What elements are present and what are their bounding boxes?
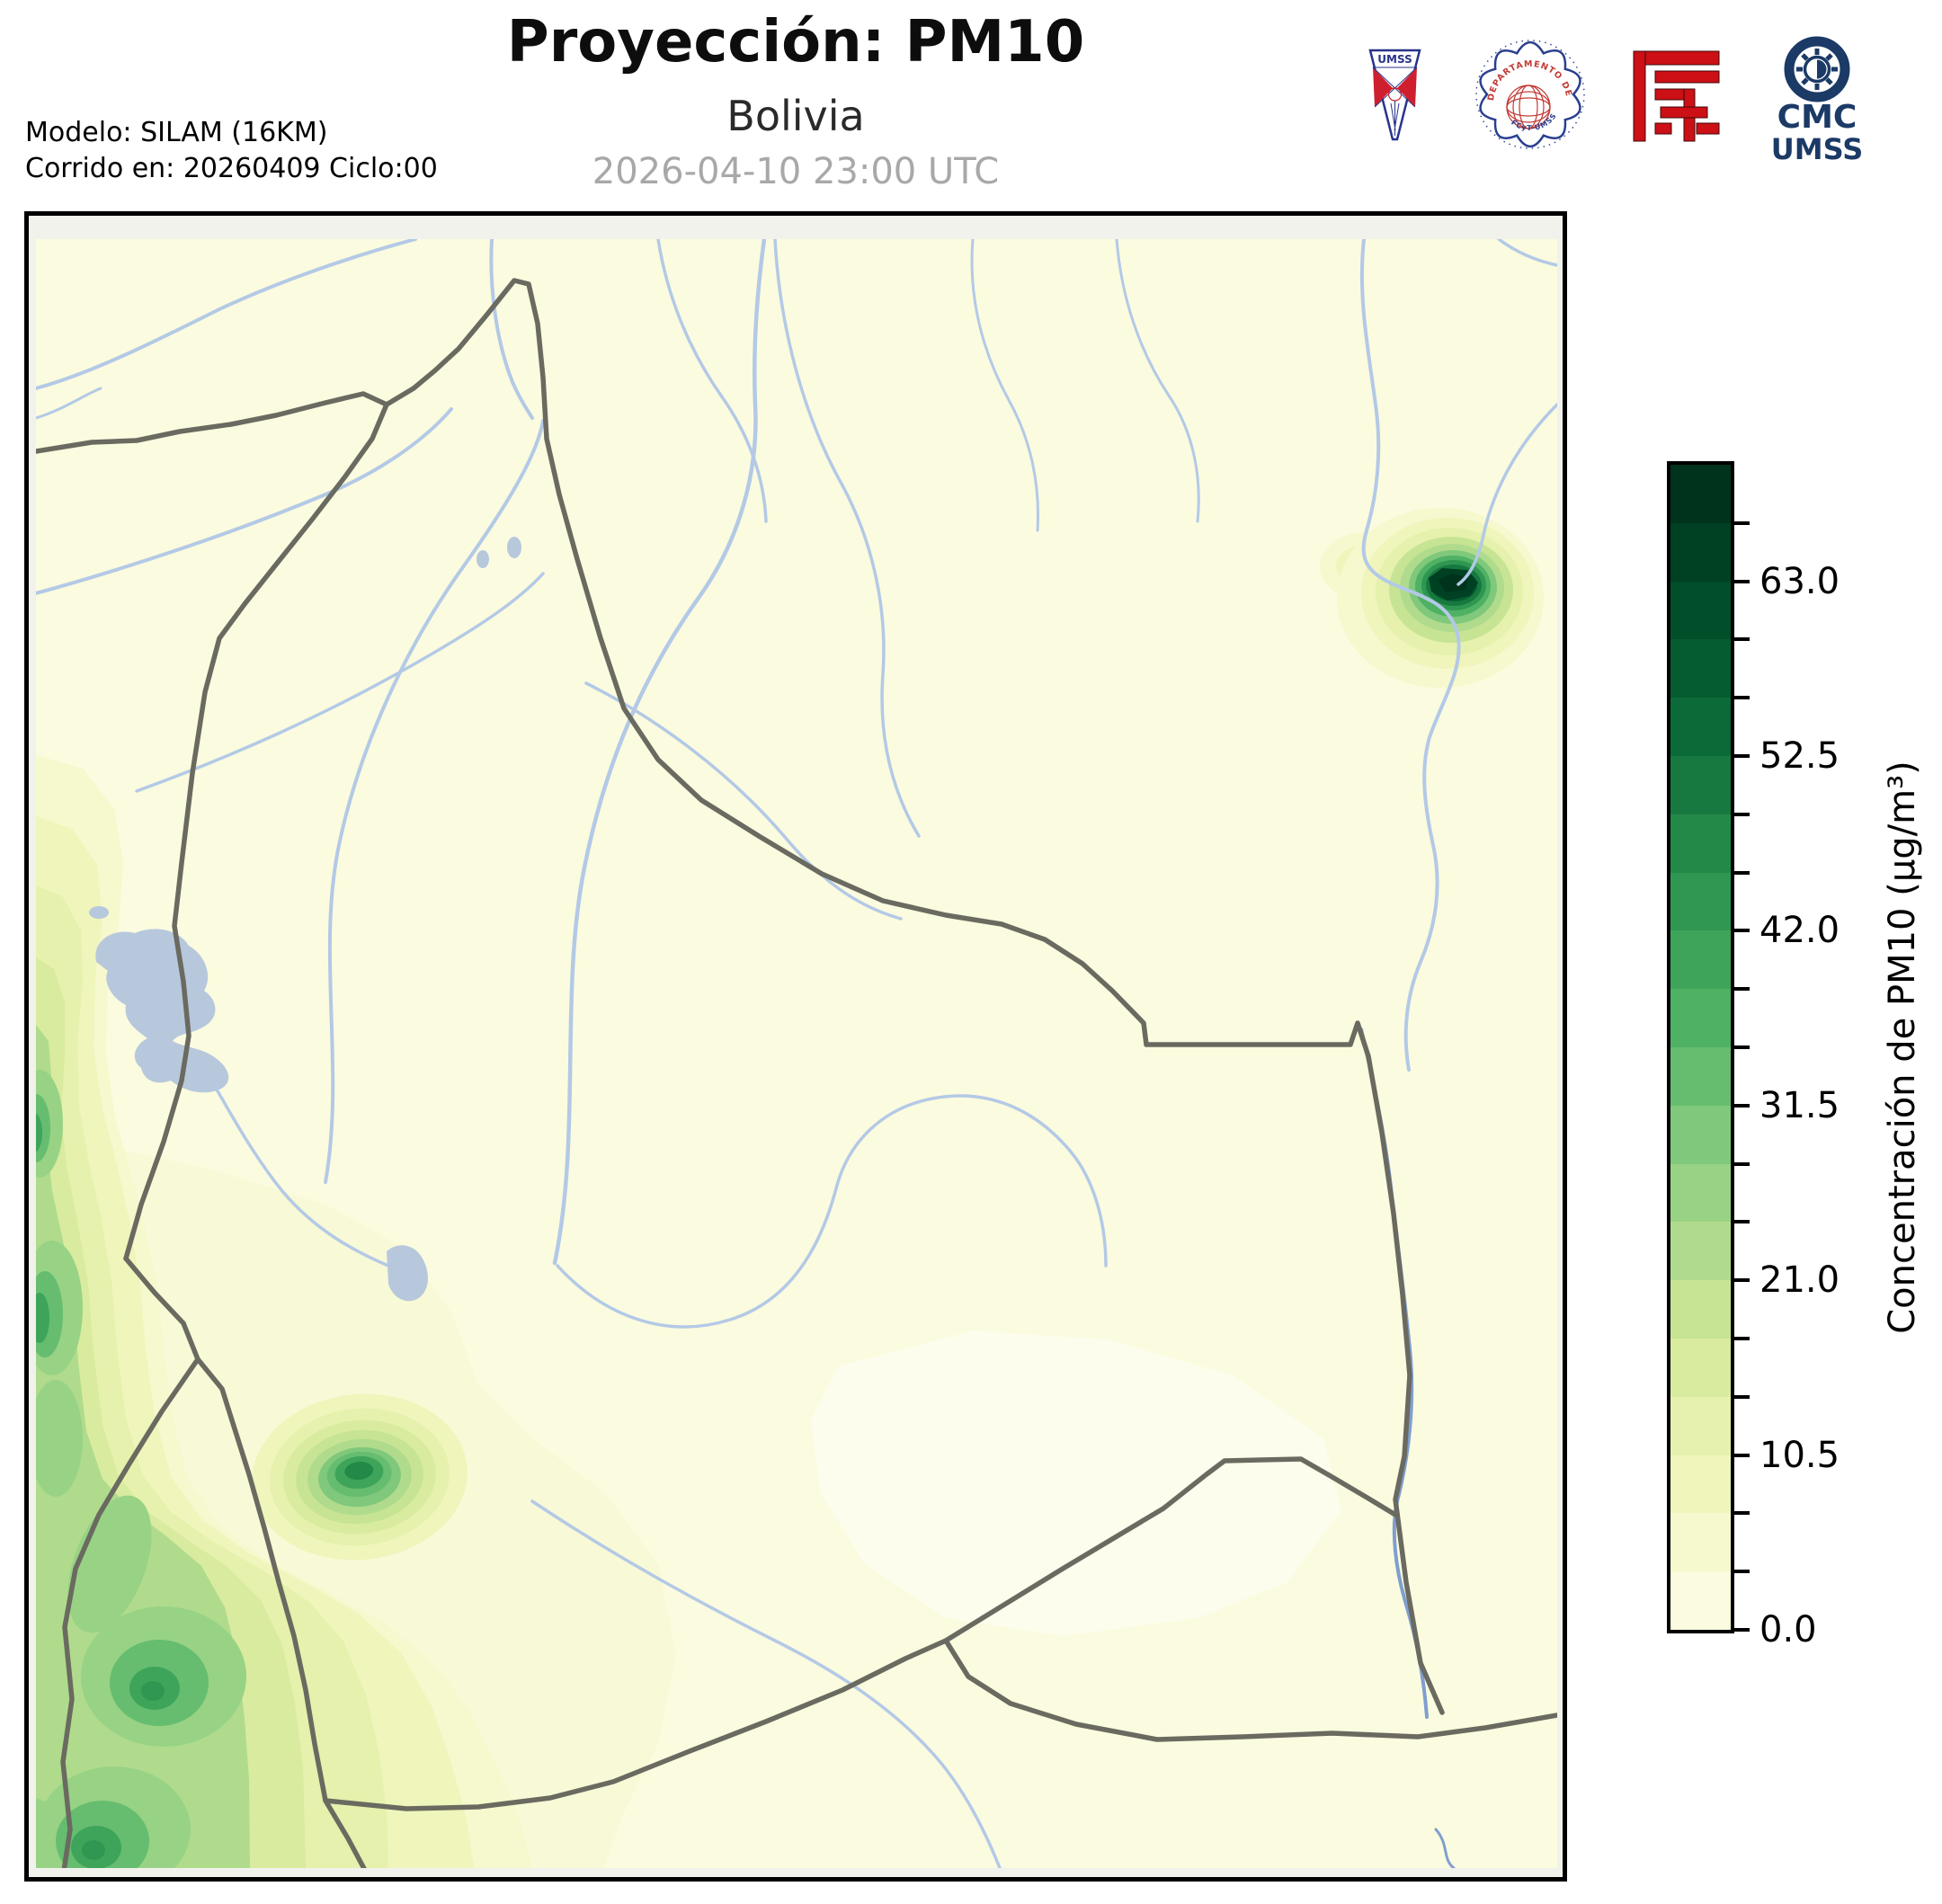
colorbar-tick [1734, 1628, 1750, 1632]
colorbar-tick [1734, 812, 1750, 816]
lake-titicaca [95, 929, 229, 1093]
colorbar-tick-label: 63.0 [1759, 560, 1840, 602]
colorbar-tick-label: 52.5 [1759, 735, 1840, 777]
border-chile-argentina [195, 1357, 367, 1868]
border-argentina-south [323, 1638, 949, 1811]
colorbar-tick [1734, 1278, 1750, 1283]
colorbar-segment [1670, 814, 1731, 873]
colorbar-tick-label: 10.5 [1759, 1434, 1840, 1476]
colorbar-segment [1670, 1338, 1731, 1397]
colorbar-tick [1734, 1045, 1750, 1049]
colorbar-tick [1734, 1453, 1750, 1457]
border-paraguay-north [943, 1456, 1398, 1643]
colorbar-segment [1670, 930, 1731, 990]
colorbar-segments [1670, 465, 1731, 1630]
colorbar-tick [1734, 1511, 1750, 1516]
colorbar-segment [1670, 989, 1731, 1047]
page-title: Proyección: PM10 [506, 9, 1085, 76]
colorbar-axis-label: Concentración de PM10 (µg/m³) [1882, 761, 1923, 1334]
pennant-left-triangle [1373, 67, 1393, 107]
wash-chaco-cream [811, 1330, 1341, 1636]
colorbar-segment [1670, 698, 1731, 756]
colorbar-segment [1670, 465, 1731, 523]
map-borders [36, 278, 1557, 1868]
colorbar-tick [1734, 579, 1750, 583]
lake-small-1 [477, 550, 489, 568]
umss-pennant-logo: UMSS [1368, 49, 1421, 141]
physics-department-seal: DEPARTAMENTO DE FÍSICA FCyT-UMSS [1475, 40, 1585, 149]
colorbar-segment [1670, 1046, 1731, 1106]
map-hotspot-northeast [1337, 508, 1544, 688]
colorbar-tick [1734, 929, 1750, 933]
colorbar-tick [1734, 1103, 1750, 1108]
lake-small-2 [507, 537, 521, 558]
map-frame [24, 211, 1567, 1882]
cmc-gear-icon [1784, 36, 1850, 102]
colorbar-segment [1670, 639, 1731, 698]
colorbar-tick [1734, 1220, 1750, 1224]
colorbar-tick-label: 21.0 [1759, 1259, 1840, 1302]
cmc-text: CMC [1777, 99, 1857, 136]
map-hotspot-oruro [252, 1393, 468, 1561]
colorbar-tick-label: 31.5 [1759, 1084, 1840, 1126]
colorbar-tick [1734, 1394, 1750, 1399]
colorbar-segment [1670, 755, 1731, 814]
colorbar-tick [1734, 520, 1750, 525]
colorbar-ticks: 63.0 52.5 42.0 31.5 21.0 10.5 0.0 [1734, 465, 1942, 1650]
colorbar-tick [1734, 754, 1750, 758]
colorbar-tick [1734, 637, 1750, 642]
cmc-umss-text: UMSS [1771, 132, 1863, 166]
seal-scalloped-ring [1479, 40, 1581, 148]
colorbar-tick [1734, 987, 1750, 992]
cmc-umss-logo: CMC UMSS [1771, 36, 1863, 166]
colorbar-segment [1670, 1513, 1731, 1572]
colorbar-segment [1670, 1280, 1731, 1339]
colorbar [1667, 461, 1734, 1633]
colorbar-tick [1734, 696, 1750, 700]
colorbar-segment [1670, 1396, 1731, 1455]
border-paraguay-argentina [943, 1638, 1557, 1742]
colorbar-segment [1670, 1571, 1731, 1630]
page-subtitle: Bolivia [726, 92, 865, 140]
colorbar-segment [1670, 581, 1731, 640]
lake-poopo [387, 1245, 428, 1302]
border-peru-brazil [36, 391, 389, 454]
map-lakes [89, 537, 521, 1302]
colorbar-tick-label: 0.0 [1759, 1609, 1817, 1650]
colorbar-segment [1670, 1222, 1731, 1281]
model-run-line: Corrido en: 20260409 Ciclo:00 [25, 153, 438, 184]
border-peru-bolivia [123, 402, 389, 1261]
colorbar-tick [1734, 1337, 1750, 1340]
model-info: Modelo: SILAM (16KM) Corrido en: 2026040… [25, 115, 438, 187]
model-name-line: Modelo: SILAM (16KM) [25, 117, 328, 148]
umss-pennant-label: UMSS [1377, 53, 1412, 66]
border-chile-west [60, 1256, 200, 1868]
colorbar-tick-label: 42.0 [1759, 910, 1840, 952]
colorbar-tick [1734, 1161, 1750, 1166]
map-canvas [29, 216, 1563, 1877]
fcyt-red-logo [1633, 50, 1720, 142]
colorbar-segment [1670, 1105, 1731, 1164]
border-bolivia-brazil [384, 278, 1445, 1715]
colorbar-segment [1670, 872, 1731, 931]
colorbar-segment [1670, 1455, 1731, 1514]
seal-globe-icon [1506, 85, 1551, 129]
colorbar-segment [1670, 1163, 1731, 1223]
pennant-right-triangle [1397, 67, 1417, 107]
forecast-timestamp: 2026-04-10 23:00 UTC [592, 151, 1000, 192]
colorbar-tick [1734, 870, 1750, 875]
colorbar-segment [1670, 522, 1731, 582]
colorbar-tick [1734, 1570, 1750, 1574]
